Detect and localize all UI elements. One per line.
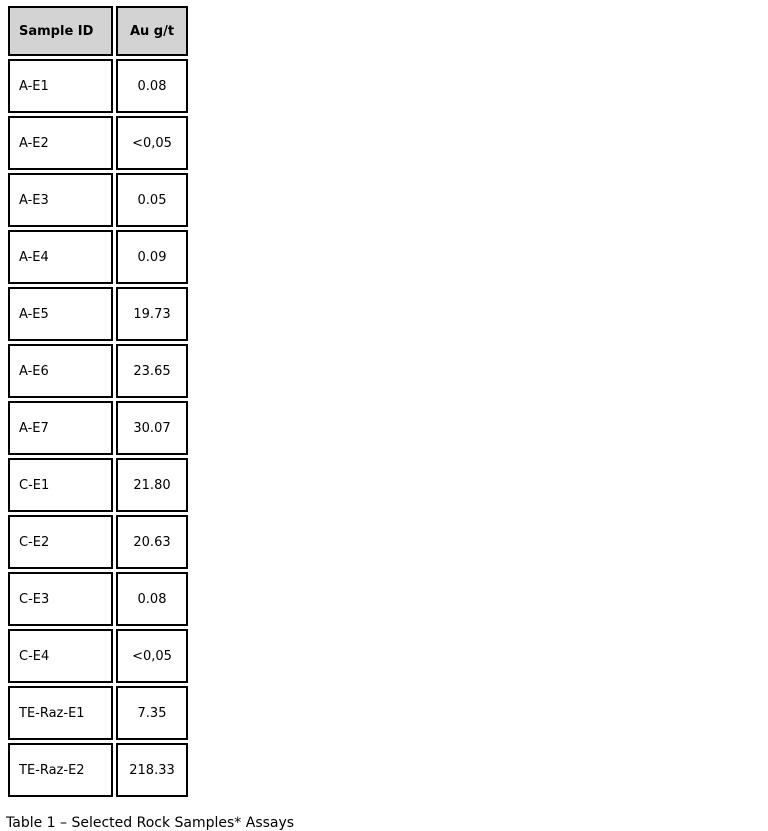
assay-value-cell: 23.65	[116, 344, 188, 398]
assay-value-cell: <0,05	[116, 116, 188, 170]
table-row: C-E4 <0,05	[8, 629, 188, 683]
table-row: A-E7 30.07	[8, 401, 188, 455]
table-body: A-E1 0.08 A-E2 <0,05 A-E3 0.05 A-E4 0.09 A-E5 19.…	[8, 59, 188, 797]
sample-id-cell: A-E5	[8, 287, 113, 341]
table-row: TE-Raz-E1 7.35	[8, 686, 188, 740]
sample-id-cell: A-E1	[8, 59, 113, 113]
table-row: A-E5 19.73	[8, 287, 188, 341]
sample-id-cell: C-E4	[8, 629, 113, 683]
assay-value-cell: 20.63	[116, 515, 188, 569]
table-row: A-E1 0.08	[8, 59, 188, 113]
assay-table: Sample ID Au g/t A-E1 0.08 A-E2 <0,05 A-E3 0.0…	[5, 3, 191, 800]
assay-value-cell: 0.08	[116, 572, 188, 626]
table-row: C-E2 20.63	[8, 515, 188, 569]
assay-value-cell: 0.05	[116, 173, 188, 227]
table-row: A-E3 0.05	[8, 173, 188, 227]
table-caption: Table 1 – Selected Rock Samples* Assays	[6, 815, 295, 831]
table-row: A-E4 0.09	[8, 230, 188, 284]
table-row: A-E6 23.65	[8, 344, 188, 398]
assay-value-cell: 218.33	[116, 743, 188, 797]
assay-value-cell: <0,05	[116, 629, 188, 683]
assay-value-cell: 0.09	[116, 230, 188, 284]
sample-id-cell: C-E3	[8, 572, 113, 626]
table-row: C-E1 21.80	[8, 458, 188, 512]
sample-id-cell: A-E2	[8, 116, 113, 170]
column-header-sample-id: Sample ID	[8, 6, 113, 56]
sample-id-cell: A-E6	[8, 344, 113, 398]
sample-id-cell: A-E4	[8, 230, 113, 284]
assay-value-cell: 0.08	[116, 59, 188, 113]
assay-value-cell: 21.80	[116, 458, 188, 512]
table-row: TE-Raz-E2 218.33	[8, 743, 188, 797]
table-header: Sample ID Au g/t	[8, 6, 188, 56]
sample-id-cell: C-E2	[8, 515, 113, 569]
column-header-au-gt: Au g/t	[116, 6, 188, 56]
header-row: Sample ID Au g/t	[8, 6, 188, 56]
table-row: A-E2 <0,05	[8, 116, 188, 170]
sample-id-cell: C-E1	[8, 458, 113, 512]
sample-id-cell: TE-Raz-E2	[8, 743, 113, 797]
sample-id-cell: A-E3	[8, 173, 113, 227]
assay-value-cell: 19.73	[116, 287, 188, 341]
table-row: C-E3 0.08	[8, 572, 188, 626]
sample-id-cell: A-E7	[8, 401, 113, 455]
assay-value-cell: 7.35	[116, 686, 188, 740]
assay-value-cell: 30.07	[116, 401, 188, 455]
sample-id-cell: TE-Raz-E1	[8, 686, 113, 740]
